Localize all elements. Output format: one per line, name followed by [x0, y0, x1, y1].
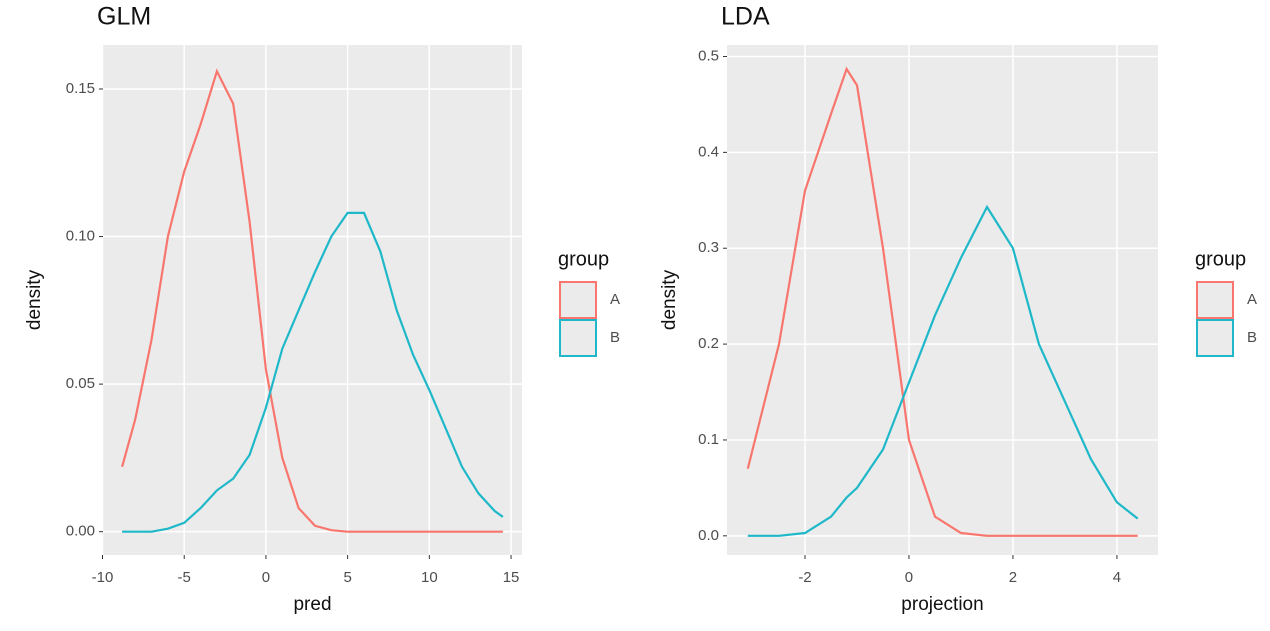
- x-tick-label: -2: [798, 569, 811, 586]
- y-tick-label: 0.5: [698, 47, 719, 64]
- y-tick-label: 0.05: [66, 375, 95, 392]
- y-tick-label: 0.4: [698, 143, 719, 160]
- density-line: [746, 66, 1138, 537]
- legend-key: [559, 319, 597, 357]
- legend-label: B: [610, 329, 620, 346]
- y-tick-label: 0.15: [66, 80, 95, 97]
- legend-label: A: [1247, 291, 1257, 308]
- density-line: [122, 211, 504, 533]
- legend-key: [1196, 281, 1234, 319]
- x-tick-label: 15: [503, 569, 520, 586]
- x-tick-label: 2: [1009, 569, 1017, 586]
- chart-title: GLM: [97, 3, 151, 31]
- legend-key: [1196, 319, 1234, 357]
- y-tick-label: 0.00: [66, 523, 95, 540]
- y-tick-label: 0.1: [698, 431, 719, 448]
- y-tick-label: 0.2: [698, 335, 719, 352]
- panel: [103, 45, 522, 555]
- x-axis-label: pred: [293, 594, 331, 615]
- y-tick-label: 0.3: [698, 239, 719, 256]
- x-tick-label: -10: [92, 569, 114, 586]
- x-tick-label: -5: [178, 569, 191, 586]
- legend-title: group: [558, 248, 609, 270]
- y-tick-label: 0.0: [698, 527, 719, 544]
- y-tick-label: 0.10: [66, 228, 95, 245]
- y-axis-label: density: [24, 269, 45, 330]
- x-tick-label: 10: [421, 569, 438, 586]
- legend-label: A: [610, 291, 620, 308]
- legend-title: group: [1195, 248, 1246, 270]
- x-axis-label: projection: [901, 594, 983, 615]
- legend-key: [559, 281, 597, 319]
- x-tick-label: 5: [343, 569, 351, 586]
- density-line: [747, 204, 1139, 537]
- legend-label: B: [1247, 329, 1257, 346]
- chart-title: LDA: [721, 3, 770, 31]
- density-line: [121, 68, 503, 533]
- y-axis-label: density: [659, 269, 680, 330]
- x-tick-label: 0: [262, 569, 270, 586]
- x-tick-label: 4: [1113, 569, 1121, 586]
- x-tick-label: 0: [905, 569, 913, 586]
